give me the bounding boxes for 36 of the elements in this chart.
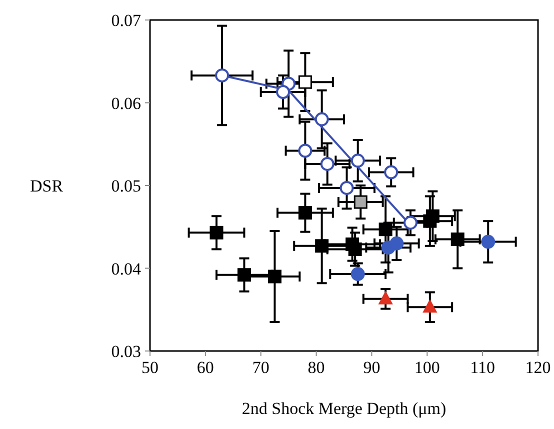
point (320, 156, 334, 171)
y-axis-title: DSR (30, 176, 64, 196)
point (340, 180, 354, 195)
x-tick-label: 70 (252, 358, 270, 377)
point (378, 291, 393, 304)
point (450, 232, 464, 246)
point (354, 195, 368, 209)
point (298, 144, 312, 158)
point (298, 206, 312, 220)
x-tick-label: 50 (142, 358, 158, 377)
point (348, 242, 362, 256)
x-tick-label: 100 (414, 358, 440, 377)
y-tick-label: 0.05 (111, 176, 141, 196)
x-tick-label: 60 (196, 358, 214, 377)
point (426, 209, 440, 223)
y-tick-label: 0.06 (111, 94, 141, 113)
point (237, 268, 251, 282)
point (298, 75, 312, 89)
point (384, 165, 398, 180)
x-tick-label: 120 (525, 358, 551, 377)
x-tick-label: 110 (470, 358, 496, 377)
x-tick-label: 90 (363, 358, 380, 377)
y-tick-label: 0.04 (111, 259, 142, 278)
point (481, 234, 496, 249)
x-axis-title: 2nd Shock Merge Depth (μm) (242, 399, 446, 418)
point (268, 270, 282, 284)
point (390, 236, 404, 250)
point (350, 267, 365, 282)
point (276, 84, 290, 99)
y-tick-label: 0.07 (111, 11, 142, 30)
point (314, 112, 329, 126)
point (210, 226, 224, 240)
x-tick-label: 80 (308, 358, 325, 377)
y-tick-label: 0.03 (111, 342, 141, 361)
point (215, 68, 230, 82)
point (422, 300, 437, 313)
